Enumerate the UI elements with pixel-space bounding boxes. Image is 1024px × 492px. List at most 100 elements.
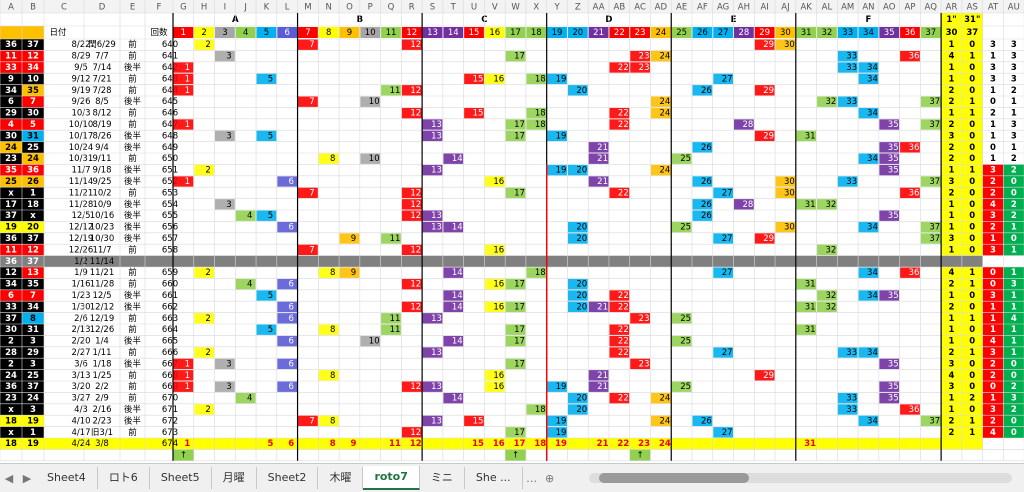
sheet-tab[interactable]: 月曜 xyxy=(212,467,257,489)
stat-cell xyxy=(982,118,1004,131)
number: 30 xyxy=(784,223,795,233)
sheet-tab[interactable]: roto7 xyxy=(363,466,420,490)
number-head: 35 xyxy=(884,28,895,38)
number: 19 xyxy=(556,74,567,84)
sheet-tab[interactable]: Sheet4 xyxy=(36,467,98,489)
number-head-cell xyxy=(401,27,422,38)
tab-more[interactable]: … xyxy=(526,471,538,485)
stat-cell xyxy=(982,210,1004,222)
column-letter: L xyxy=(285,3,290,13)
number-head: 27 xyxy=(718,28,729,38)
number-cell xyxy=(360,96,381,107)
stat: 1 xyxy=(1011,109,1017,119)
number-head: 18 xyxy=(531,28,542,38)
stat-cell xyxy=(982,301,1004,313)
number: 18 xyxy=(535,268,546,278)
sheet-tab[interactable]: ロト6 xyxy=(98,467,150,489)
number: 2 xyxy=(205,40,210,50)
cell-f: 663 xyxy=(162,314,178,324)
h-scrollbar[interactable] xyxy=(588,473,1012,483)
number: 25 xyxy=(680,223,691,233)
tab-nav-left[interactable]: ◀ xyxy=(4,471,14,485)
cell-e: 前 xyxy=(128,244,137,255)
cell-e: 後半 xyxy=(124,210,142,221)
cell-f: 665 xyxy=(162,337,178,347)
number-cell xyxy=(630,313,650,324)
stat: 3 xyxy=(990,63,996,73)
sheet-tab[interactable]: 木曜 xyxy=(318,467,364,489)
ab-cell xyxy=(0,244,22,256)
cell-d: 11/14 xyxy=(90,257,115,267)
number: 27 xyxy=(722,348,733,358)
column-letter: X xyxy=(533,3,539,13)
sheet-tab[interactable]: ミニ xyxy=(420,467,465,489)
stat-cell xyxy=(1003,141,1024,153)
stat: 1 xyxy=(990,52,996,62)
stat: 1 xyxy=(949,223,955,233)
stat-cell xyxy=(961,164,983,176)
stat: 2 xyxy=(949,280,955,290)
number-cell xyxy=(609,187,630,199)
cell-c: 11/21 xyxy=(69,188,94,198)
sheet-tab[interactable]: Sheet5 xyxy=(150,467,212,489)
number-cell xyxy=(858,153,879,164)
number: 14 xyxy=(452,337,463,347)
ab-cell xyxy=(0,346,22,359)
number: 20 xyxy=(576,405,587,415)
number-cell xyxy=(547,427,567,438)
stat-cell xyxy=(961,50,983,62)
ab-cell xyxy=(0,198,22,210)
number: 24 xyxy=(659,52,670,62)
stat-cell xyxy=(961,267,983,279)
number-head-cell xyxy=(360,27,381,38)
column-letter: U xyxy=(471,3,477,13)
ab-cell xyxy=(22,392,44,404)
sheet-tab[interactable]: Sheet2 xyxy=(257,467,319,489)
cell-c: 12/26 xyxy=(69,245,94,255)
number: 31 xyxy=(805,200,816,210)
stat: 3 xyxy=(1011,131,1017,141)
stat-cell xyxy=(941,381,962,393)
ab-cell xyxy=(0,392,22,404)
stat-cell xyxy=(961,426,983,438)
cell-a: 24 xyxy=(5,371,17,381)
number: 11 xyxy=(390,314,401,324)
scroll-thumb[interactable] xyxy=(598,473,749,483)
stat-cell xyxy=(1003,403,1024,416)
number-cell xyxy=(858,221,879,233)
stat: 0 xyxy=(969,120,975,130)
stat-cell xyxy=(961,84,983,96)
number: 14 xyxy=(452,291,463,301)
number-cell xyxy=(360,335,381,347)
stat: 3 xyxy=(1011,74,1017,84)
ab-cell xyxy=(0,130,22,142)
number: 12 xyxy=(410,245,421,255)
number: 21 xyxy=(597,382,608,392)
number: 12 xyxy=(410,86,421,96)
number-cell xyxy=(858,107,879,119)
number: 10 xyxy=(369,337,380,347)
cell-c: 1/9 xyxy=(74,268,88,278)
sheet-tab[interactable]: She ... xyxy=(465,467,523,489)
stat: 0 xyxy=(969,291,975,301)
number-cell xyxy=(817,96,837,107)
number-cell xyxy=(754,39,775,50)
add-sheet[interactable]: ⊕ xyxy=(545,471,555,485)
stat: 1 xyxy=(949,394,955,404)
number: 37 xyxy=(929,97,940,107)
stat: 1 xyxy=(949,314,955,324)
number: 23 xyxy=(639,52,650,62)
tab-nav-right[interactable]: ▶ xyxy=(22,471,32,485)
cell-b: 36 xyxy=(27,166,39,176)
ab-cell xyxy=(0,324,22,336)
stat-cell xyxy=(961,358,983,370)
number: 34 xyxy=(867,154,878,164)
cell-a: 35 xyxy=(5,166,17,176)
number-cell xyxy=(381,233,401,244)
ab-cell xyxy=(22,289,44,302)
stat-cell xyxy=(941,324,962,336)
cell-b: 19 xyxy=(27,416,39,426)
number-head-cell xyxy=(796,27,817,38)
number: 22 xyxy=(618,109,629,119)
